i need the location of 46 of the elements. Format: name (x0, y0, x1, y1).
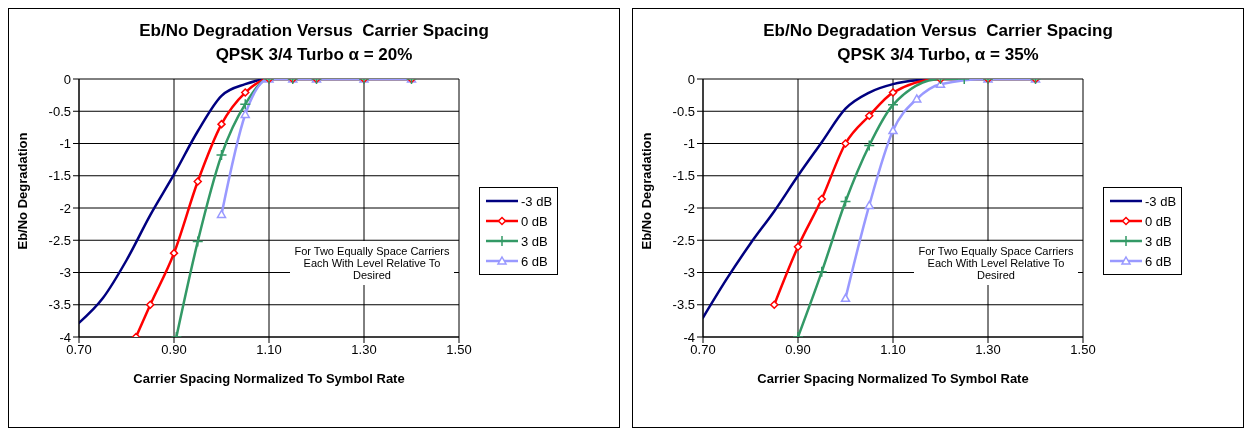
y-tick-label: 0 (687, 71, 695, 87)
y-tick-label: -2.5 (672, 232, 695, 248)
annotation: For Two Equally Space Carriers Each With Level Relative To Desired (914, 241, 1078, 285)
x-tick-label: 1.30 (351, 342, 377, 358)
y-tick-label: -4 (59, 329, 71, 345)
legend-label: -3 dB (521, 193, 553, 209)
y-tick-label: -1.5 (672, 168, 695, 184)
y-tick-label: -2.5 (48, 232, 71, 248)
y-tick-label: -0.5 (672, 103, 695, 119)
x-tick-label: 0.90 (785, 342, 811, 358)
chart-subtitle: QPSK 3/4 Turbo, α = 35% (836, 45, 1040, 65)
x-tick-label: 0.70 (690, 342, 716, 358)
legend-label: 3 dB (1145, 233, 1172, 249)
legend-label: 6 dB (1145, 253, 1172, 269)
x-tick-label: 1.50 (446, 342, 472, 358)
legend-label: 6 dB (521, 253, 548, 269)
y-tick-label: 0 (63, 71, 71, 87)
legend-label: 0 dB (1145, 213, 1172, 229)
chart-subtitle: QPSK 3/4 Turbo α = 20% (214, 45, 414, 65)
y-axis-title: Eb/No Degradation (14, 132, 30, 250)
y-tick-label: -3 (683, 265, 695, 281)
y-tick-label: -3 (59, 265, 71, 281)
x-tick-label: 1.50 (1070, 342, 1096, 358)
y-tick-label: -0.5 (48, 103, 71, 119)
x-tick-label: 1.10 (256, 342, 282, 358)
y-tick-label: -1 (59, 136, 71, 152)
chart-title: Eb/No Degradation Versus Carrier Spacing (138, 21, 490, 41)
legend-label: -3 dB (1145, 193, 1177, 209)
legend-label: 3 dB (521, 233, 548, 249)
x-tick-label: 0.90 (161, 342, 187, 358)
legend-label: 0 dB (521, 213, 548, 229)
y-tick-label: -1.5 (48, 168, 71, 184)
y-tick-label: -1 (683, 136, 695, 152)
y-tick-label: -4 (683, 329, 695, 345)
x-tick-label: 1.10 (880, 342, 906, 358)
y-tick-label: -3.5 (48, 297, 71, 313)
x-axis-title: Carrier Spacing Normalized To Symbol Rate (133, 371, 405, 386)
y-tick-label: -2 (683, 200, 695, 216)
x-tick-label: 0.70 (66, 342, 92, 358)
annotation: For Two Equally Space Carriers Each With Level Relative To Desired (290, 241, 454, 285)
x-axis-title: Carrier Spacing Normalized To Symbol Rate (757, 371, 1029, 386)
x-tick-label: 1.30 (975, 342, 1001, 358)
y-axis-title: Eb/No Degradation (638, 132, 654, 250)
chart-title: Eb/No Degradation Versus Carrier Spacing (762, 21, 1114, 41)
y-tick-label: -3.5 (672, 297, 695, 313)
y-tick-label: -2 (59, 200, 71, 216)
